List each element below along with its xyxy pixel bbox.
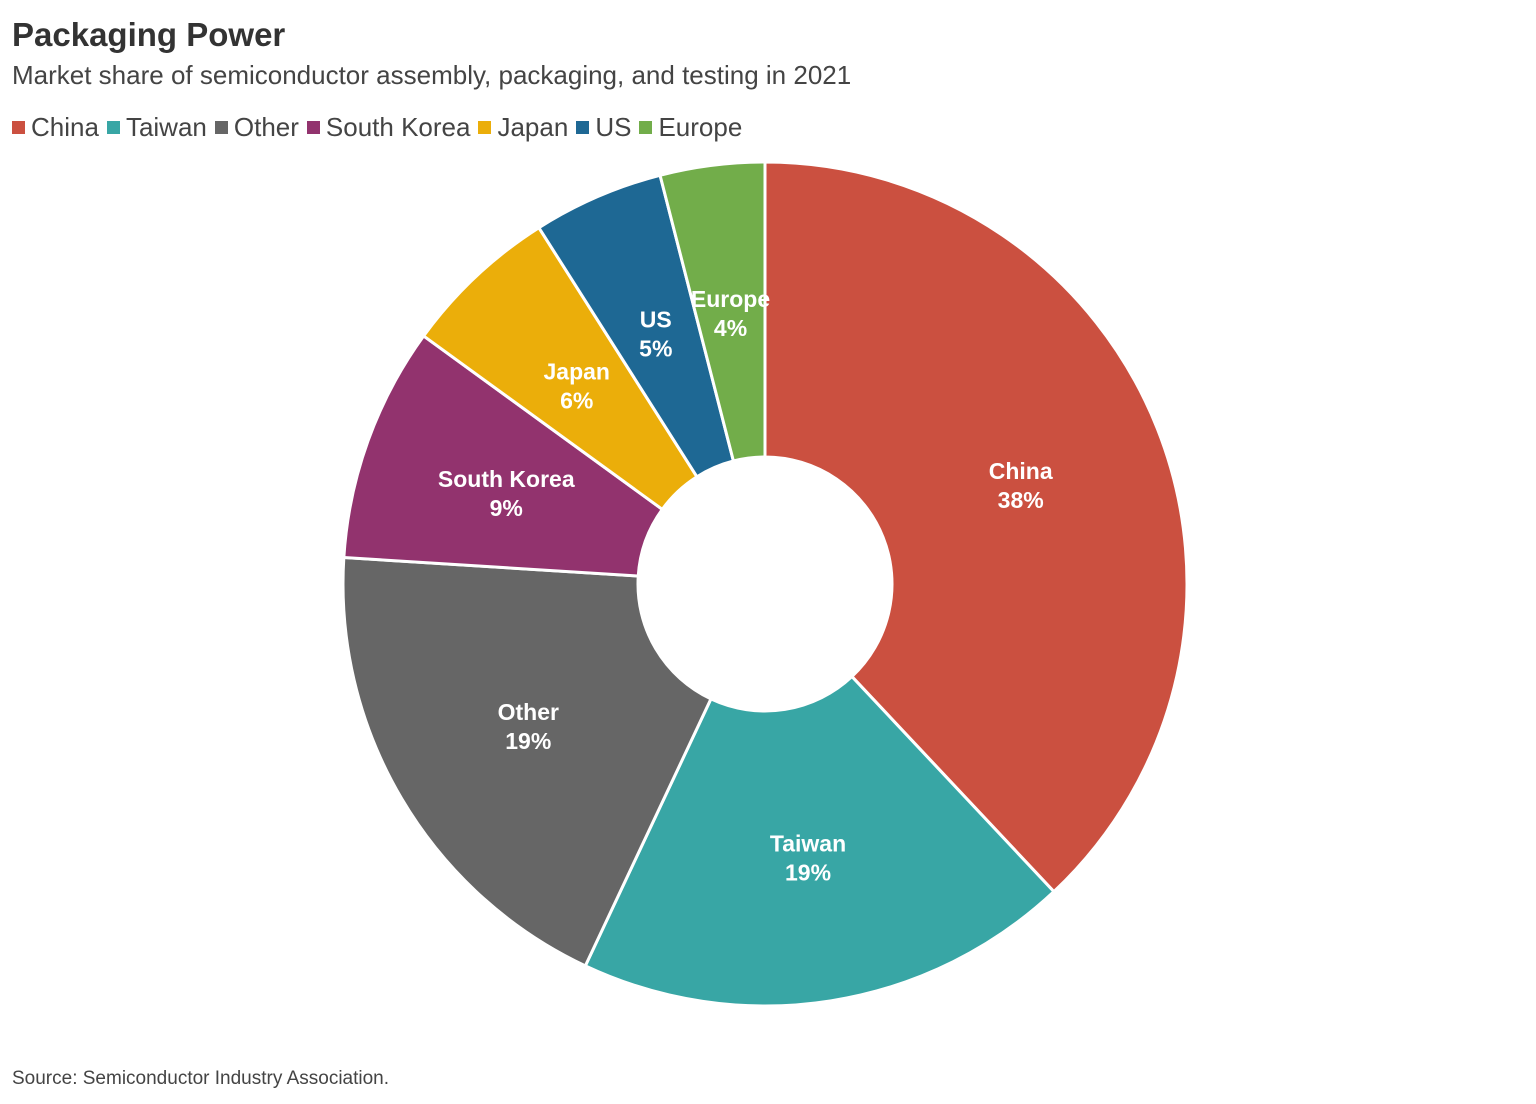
slice-china <box>763 160 1189 894</box>
legend-swatch <box>478 121 492 134</box>
legend-swatch <box>639 121 653 134</box>
slice-name-label: South Korea <box>438 466 575 492</box>
legend-swatch <box>12 121 25 134</box>
legend-label: Taiwan <box>125 112 207 142</box>
slice-name-label: US <box>640 307 672 333</box>
legend-item-other: Other <box>214 112 299 143</box>
slice-value-label: 5% <box>639 336 672 362</box>
legend-item-south-korea: South Korea <box>306 112 471 143</box>
slice-name-label: Taiwan <box>770 831 846 857</box>
slice-name-label: Other <box>498 699 559 725</box>
slice-taiwan <box>583 674 1057 1008</box>
slice-value-label: 38% <box>998 487 1044 513</box>
slice-value-label: 6% <box>560 388 593 414</box>
slice-value-label: 4% <box>714 315 747 341</box>
slice-value-label: 9% <box>490 495 523 521</box>
legend-label: Europe <box>658 112 743 142</box>
legend-swatch <box>576 121 590 134</box>
legend-label: China <box>31 112 99 142</box>
slice-name-label: China <box>989 458 1053 484</box>
legend-item-japan: Japan <box>478 112 568 143</box>
legend-label: South Korea <box>325 112 471 142</box>
legend-swatch <box>214 121 228 134</box>
slice-name-label: Japan <box>544 359 610 385</box>
legend-label: Other <box>233 112 299 142</box>
slice-south-korea <box>342 333 665 578</box>
legend-label: Japan <box>497 112 569 142</box>
legend-item-taiwan: Taiwan <box>106 112 207 143</box>
legend-label: US <box>595 112 632 142</box>
chart-subtitle: Market share of semiconductor assembly, … <box>12 60 852 90</box>
legend-swatch <box>106 121 120 134</box>
legend-item-china: China <box>12 112 99 143</box>
slice-value-label: 19% <box>505 728 551 754</box>
legend: China Taiwan Other South Korea Japan US Europe <box>12 112 742 143</box>
slice-name-label: Europe <box>691 286 770 312</box>
slice-other <box>341 555 713 968</box>
legend-swatch <box>306 121 320 134</box>
chart-title: Packaging Power <box>12 16 286 53</box>
slice-europe <box>658 160 767 463</box>
legend-item-europe: Europe <box>639 112 742 143</box>
legend-item-us: US <box>576 112 631 143</box>
source-note: Source: Semiconductor Industry Associati… <box>12 1068 390 1089</box>
slice-value-label: 19% <box>785 860 831 886</box>
